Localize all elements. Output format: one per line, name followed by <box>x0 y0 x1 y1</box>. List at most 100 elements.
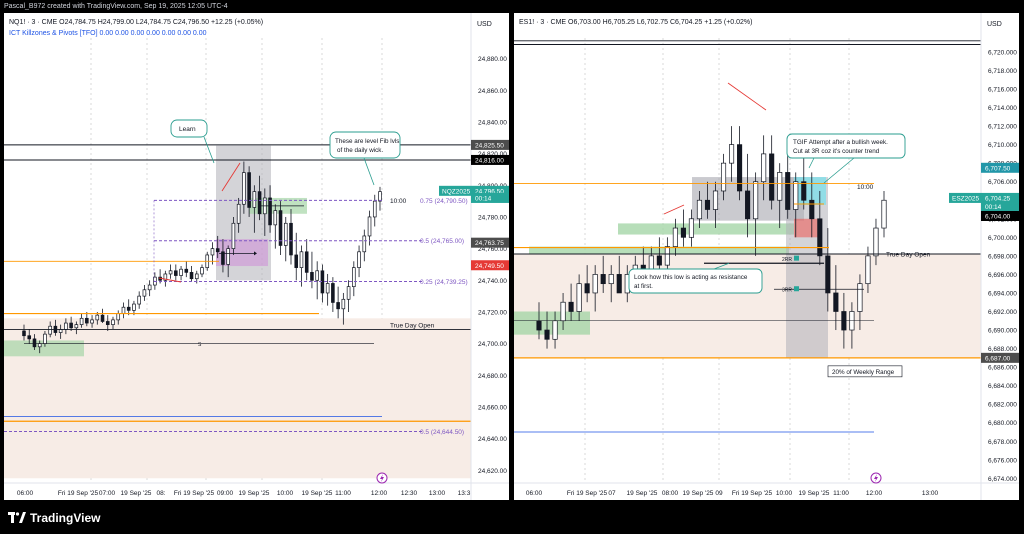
time-tick-label: 06:00 <box>17 490 34 497</box>
price-tick-label: 24,660.00 <box>478 404 507 411</box>
price-tick-label: 6,720.000 <box>988 49 1017 56</box>
price-tick-label: 24,620.00 <box>478 468 507 475</box>
price-badge <box>471 237 509 248</box>
candle-body <box>116 313 121 321</box>
time-tick-label: 08:00 <box>662 490 679 497</box>
price-tick-label: 6,694.000 <box>988 290 1017 297</box>
price-tick-label: 24,880.00 <box>478 56 507 63</box>
right-chart-panel[interactable]: 10:00 True Day Open 2RR 3RR TGIF Attempt aft… <box>514 13 1019 500</box>
lightning-glyph <box>380 474 384 482</box>
tgif-note-line: TGIF Attempt after a bullish week. <box>793 139 888 146</box>
candle-body <box>544 329 550 340</box>
rr2-label: 2RR <box>782 257 792 263</box>
rr3-label: 3RR <box>782 288 792 294</box>
tgif-callout <box>786 133 906 159</box>
candle-body <box>194 273 199 280</box>
candle-body <box>126 306 131 311</box>
price-tick-label: 6,700.000 <box>988 235 1017 242</box>
time-tick-label: 19 Sep '25 <box>627 490 658 497</box>
lightning-glyph <box>874 474 878 482</box>
candle-body <box>242 172 246 205</box>
time-tick-label: 08: <box>156 490 165 497</box>
price-tick-label: 6,688.000 <box>988 346 1017 353</box>
price-tick-label: 6,684.000 <box>988 383 1017 390</box>
candle-body <box>247 172 251 208</box>
candle-body <box>111 319 115 325</box>
symbol-badge <box>949 192 981 203</box>
candle-body <box>696 199 703 220</box>
candle-body <box>315 270 319 281</box>
time-tick-label: Fri 19 Sep '25 <box>567 490 608 497</box>
left-symbol-line: NQ1! · 3 · CME O24,784.75 H24,799.00 L24… <box>9 19 263 26</box>
fib-05-label: 0.5 (24,765.00) <box>420 238 464 245</box>
price-tick-label: 6,706.000 <box>988 179 1017 186</box>
header-title: Pascal_B972 created with TradingView.com… <box>4 3 228 10</box>
candle-body <box>576 283 582 312</box>
price-badge-label: 6,707.50 <box>985 165 1011 172</box>
left-chart-panel[interactable]: 0.75 (24,790.50) 0.5 (24,765.00) 0.25 (24,… <box>4 13 509 500</box>
price-badge-label: 24,796.50 <box>475 188 504 195</box>
demand-zone <box>514 311 590 335</box>
tgif-note-line: Cut at 3R coz it's counter trend <box>793 148 880 155</box>
fib-075-label: 0.75 (24,790.50) <box>420 198 468 205</box>
candle-body <box>294 254 299 268</box>
tradingview-brand: TradingView <box>30 511 101 525</box>
price-badge <box>981 192 1019 203</box>
low-note-callout <box>628 268 763 294</box>
price-tick-label: 6,692.000 <box>988 309 1017 316</box>
price-tick-label: 6,712.000 <box>988 124 1017 131</box>
time-tick-label: 07:00 <box>99 490 116 497</box>
time-1000-label: 10:00 <box>390 198 407 205</box>
left-currency-label: USD <box>477 21 492 28</box>
price-tick-label: 24,780.00 <box>478 214 507 221</box>
price-tick-label: 24,860.00 <box>478 88 507 95</box>
price-tick-label: 24,840.00 <box>478 119 507 126</box>
time-tick-label: Fri 19 Sep '25 <box>174 490 215 497</box>
candle-body <box>137 295 141 305</box>
candle-body <box>777 172 783 201</box>
candle-body <box>592 274 598 294</box>
candle-body <box>132 303 136 311</box>
candle-body <box>745 190 751 220</box>
candle-body <box>793 181 799 210</box>
candle-body <box>257 191 262 215</box>
candle-body <box>809 199 815 220</box>
candle-body <box>536 320 542 331</box>
learn-pointer <box>203 136 215 164</box>
right-currency-label: USD <box>987 21 1002 28</box>
time-tick-label: 13:3 <box>458 490 471 497</box>
tradingview-logo[interactable]: TradingView <box>8 511 100 525</box>
time-tick-label: 10:00 <box>277 490 294 497</box>
price-tick-label: 6,690.000 <box>988 328 1017 335</box>
time-tick-label: Fri 19 Sep '25 <box>732 490 773 497</box>
low-note-pointer <box>713 262 730 270</box>
candle-body <box>215 248 220 253</box>
candle-body <box>600 274 606 285</box>
left-chart[interactable]: 0.75 (24,790.50) 0.5 (24,765.00) 0.25 (24,… <box>4 13 509 500</box>
candle-body <box>833 292 839 312</box>
candle-body <box>121 306 126 314</box>
price-tick-label: 6,714.000 <box>988 105 1017 112</box>
time-tick-label: 06:00 <box>526 490 543 497</box>
candle-body <box>341 298 346 310</box>
candle-body <box>367 216 372 237</box>
fib-note-callout <box>329 131 401 159</box>
candle-body <box>231 222 236 249</box>
candle-body <box>64 322 68 330</box>
price-badge-label: 6,704.25 <box>985 195 1011 202</box>
candle-body <box>299 251 304 268</box>
price-tick-label: 24,680.00 <box>478 373 507 380</box>
fib-note-line: of the daily wick. <box>337 147 383 154</box>
candle-body <box>801 181 807 201</box>
time-tick-label: 13:00 <box>922 490 939 497</box>
price-tick-label: 24,760.00 <box>478 246 507 253</box>
price-badge-label: 24,763.75 <box>475 240 504 247</box>
candle-body <box>608 274 614 285</box>
price-tick-label: 24,640.00 <box>478 436 507 443</box>
price-badge <box>471 260 509 271</box>
candle-body <box>737 144 743 192</box>
right-chart[interactable]: 10:00 True Day Open 2RR 3RR TGIF Attempt aft… <box>514 13 1019 500</box>
price-badge <box>981 162 1019 173</box>
candle-body <box>37 343 42 348</box>
learn-text: Learn <box>179 126 196 133</box>
